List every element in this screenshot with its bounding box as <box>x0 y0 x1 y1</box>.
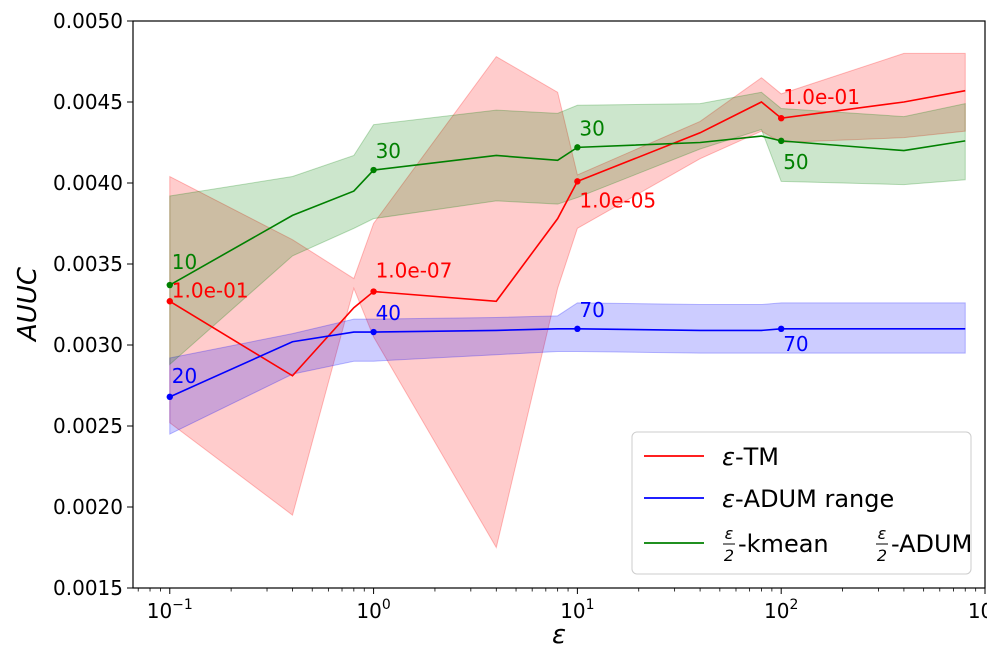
annotation-series-2-3: 50 <box>783 150 808 174</box>
legend-frac-den: 2 <box>877 546 887 565</box>
x-tick-exponent: 2 <box>789 597 798 613</box>
y-tick-label-2: 0.0025 <box>53 414 123 438</box>
annotation-series-0-0: 1.0e-01 <box>172 278 249 302</box>
x-tick-base: 10 <box>356 599 381 623</box>
y-tick-label-0: 0.0015 <box>53 576 123 600</box>
x-tick-label-3: 102 <box>764 597 798 623</box>
legend-epsilon: ε <box>722 443 735 471</box>
series-lines <box>169 89 966 398</box>
annotation-series-2-0: 10 <box>172 250 197 274</box>
annotation-series-1-2: 70 <box>579 298 604 322</box>
legend-label-2-part-0: -kmean <box>738 530 829 558</box>
y-tick-label-1: 0.0020 <box>53 495 123 519</box>
marker-series-0-3 <box>777 115 785 122</box>
series-annotations: 1.0e-01 1.0e-07 1.0e-05 1.0e-01 20 40 70 70 10 30… <box>172 85 860 388</box>
line-series-0 <box>169 89 966 377</box>
x-tick-base: 10 <box>147 599 172 623</box>
marker-series-1-1 <box>370 328 377 336</box>
annotation-series-1-1: 40 <box>376 301 401 325</box>
x-axis-title: ε <box>552 620 566 646</box>
marker-series-2-2 <box>574 144 581 151</box>
annotation-series-0-3: 1.0e-01 <box>783 85 860 109</box>
series-markers <box>166 115 785 401</box>
marker-series-2-0 <box>166 281 173 289</box>
x-tick-label-2: 101 <box>560 597 594 623</box>
legend-epsilon: ε <box>722 485 735 513</box>
legend-frac-num: ε <box>878 524 887 543</box>
x-tick-exponent: 0 <box>382 597 391 613</box>
y-axis: 0.0015 0.0020 0.0025 0.0030 0.0035 0.0040 0.00… <box>53 9 133 600</box>
x-tick-exponent: 1 <box>586 597 595 613</box>
x-axis: 10−1100101102103 <box>137 588 987 623</box>
x-tick-label-0: 10−1 <box>147 597 193 623</box>
y-tick-label-5: 0.0040 <box>53 171 123 195</box>
marker-series-1-3 <box>777 325 785 332</box>
confidence-bands <box>169 52 966 549</box>
annotation-series-0-2: 1.0e-05 <box>579 188 656 212</box>
annotation-series-1-0: 20 <box>172 364 197 388</box>
legend-frac-num: ε <box>725 524 734 543</box>
band-series-0 <box>169 52 966 549</box>
x-tick-label-4: 103 <box>968 597 987 623</box>
legend-suffix: -ADUM range <box>735 485 894 513</box>
legend-label-2-part-1: -ADUM <box>891 530 972 558</box>
legend-suffix: -TM <box>735 443 779 471</box>
band-series-1 <box>169 302 966 435</box>
marker-series-0-0 <box>166 298 173 305</box>
marker-series-2-3 <box>777 137 785 145</box>
y-tick-label-4: 0.0035 <box>53 252 123 276</box>
marker-series-0-2 <box>574 178 581 185</box>
y-tick-label-6: 0.0045 <box>53 90 123 114</box>
x-tick-base: 10 <box>560 599 585 623</box>
marker-series-1-2 <box>574 325 581 332</box>
legend-label-1: ε-ADUM range <box>722 485 894 513</box>
x-tick-base: 10 <box>968 599 987 623</box>
marker-series-0-1 <box>370 288 377 295</box>
legend-label-0: ε-TM <box>722 443 779 471</box>
band-series-2 <box>169 91 966 366</box>
annotation-series-1-3: 70 <box>783 332 808 356</box>
legend-frac-den: 2 <box>724 546 734 565</box>
plot-frame <box>132 20 986 589</box>
marker-series-1-0 <box>166 393 173 401</box>
y-tick-label-7: 0.0050 <box>53 9 123 33</box>
annotation-series-2-1: 30 <box>376 139 401 163</box>
legend-box <box>631 431 972 575</box>
annotation-series-0-1: 1.0e-07 <box>376 259 453 283</box>
line-series-2 <box>169 135 966 286</box>
x-tick-label-1: 100 <box>356 597 390 623</box>
y-axis-title: AUUC <box>13 266 43 343</box>
x-tick-exponent: −1 <box>172 597 193 613</box>
annotation-series-2-2: 30 <box>579 116 604 140</box>
x-tick-base: 10 <box>764 599 789 623</box>
y-tick-label-3: 0.0030 <box>53 333 123 357</box>
line-series-1 <box>169 327 966 398</box>
marker-series-2-1 <box>370 166 377 174</box>
